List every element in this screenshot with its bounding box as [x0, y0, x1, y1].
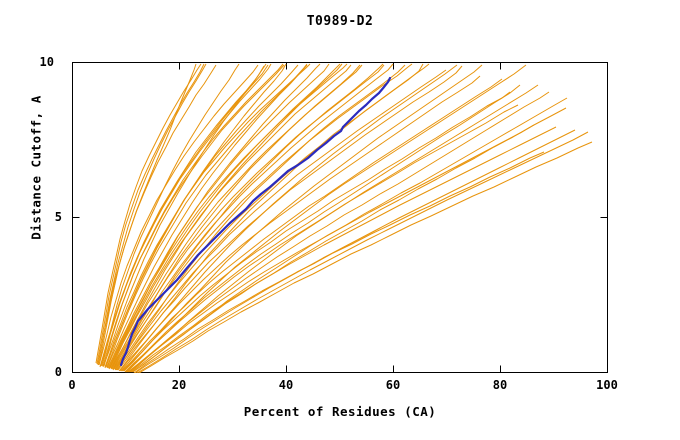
x-tick-60: 60 — [385, 378, 401, 392]
highlighted-curve — [119, 76, 392, 367]
x-tick-20: 20 — [171, 378, 187, 392]
y-tick-5: 5 — [54, 210, 62, 224]
prediction-curves — [95, 63, 593, 373]
x-tick-0: 0 — [68, 378, 76, 392]
y-tick-0: 0 — [54, 365, 62, 379]
y-tick-10: 10 — [39, 55, 54, 69]
chart-title: T0989-D2 — [306, 14, 374, 29]
plot-svg — [72, 62, 608, 373]
x-tick-40: 40 — [278, 378, 294, 392]
x-tick-80: 80 — [492, 378, 508, 392]
x-axis-label: Percent of Residues (CA) — [243, 404, 437, 419]
x-tick-100: 100 — [596, 378, 618, 392]
y-axis-label: Distance Cutoff, A — [28, 95, 44, 240]
axis-ticks — [72, 62, 608, 373]
plot-area — [72, 62, 608, 373]
